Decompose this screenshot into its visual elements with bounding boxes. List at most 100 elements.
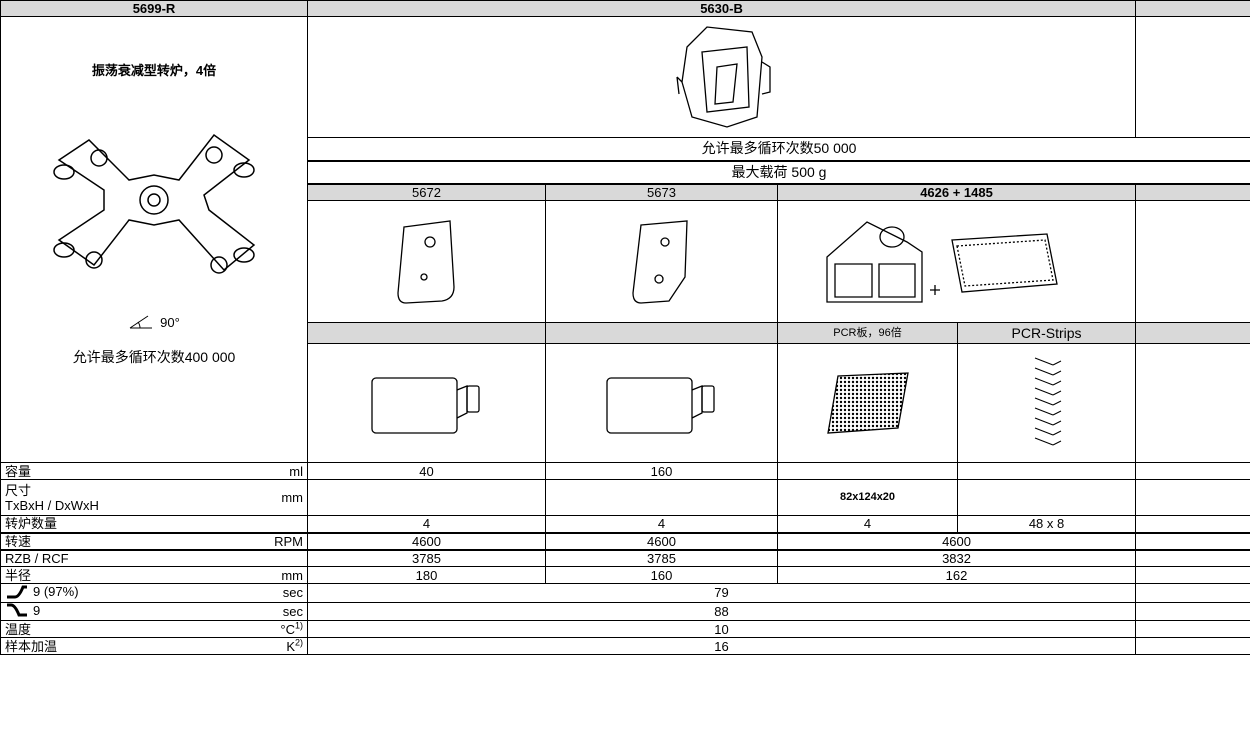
- row-label: 半径: [0, 566, 251, 584]
- adapter-image: [631, 219, 688, 304]
- row-label: 转速: [0, 532, 251, 550]
- label-text: 9 (97%): [33, 584, 79, 599]
- value: 4600: [777, 532, 1137, 550]
- strips-cell: [957, 343, 1137, 463]
- cell: [957, 479, 1137, 516]
- adapter: 5673: [545, 183, 779, 201]
- sub-adapter: PCR板，96倍: [777, 322, 959, 344]
- cell: [1135, 515, 1250, 534]
- cell: [1135, 0, 1250, 17]
- cell: [1135, 322, 1250, 344]
- row-label: 样本加温: [0, 637, 251, 655]
- header-left: 5699-R: [0, 0, 309, 17]
- rotor-image: [53, 133, 256, 274]
- cell: [1135, 583, 1250, 603]
- label-text: 9: [33, 602, 41, 618]
- accel-icon: [7, 585, 27, 598]
- rotor-title: 振荡衰减型转炉，4倍: [91, 63, 217, 78]
- cell: [307, 479, 547, 516]
- row-unit: sec: [250, 583, 309, 603]
- cell: [1135, 637, 1250, 655]
- cell: [1135, 548, 1250, 567]
- spec-table: 5699-R 5630-B 振荡衰减型转炉，4倍 90° 允许最多循环次数400…: [0, 0, 1250, 655]
- value: 10: [307, 620, 1137, 638]
- flask-image: [370, 377, 480, 434]
- adapter: 5672: [307, 183, 547, 201]
- row-label: 9: [0, 601, 251, 621]
- adapter-image-cell: [777, 200, 1137, 323]
- strips-image: [1034, 357, 1061, 446]
- value: 4: [777, 515, 959, 534]
- cell: [1135, 462, 1250, 480]
- row-label: 9 (97%): [0, 583, 251, 603]
- value: 40: [307, 462, 547, 480]
- adapter-image: [396, 219, 455, 304]
- value: 162: [777, 566, 1137, 584]
- cell: [1135, 601, 1250, 621]
- cell: [1135, 532, 1250, 550]
- value: 48 x 8: [957, 515, 1137, 534]
- angle-icon: [129, 315, 153, 329]
- value: 4: [545, 515, 779, 534]
- value: 160: [545, 462, 779, 480]
- cell: [545, 322, 779, 344]
- footnote-ref: 2): [295, 637, 304, 648]
- value: 3785: [307, 548, 547, 567]
- label-line: TxBxH / DxWxH: [5, 497, 99, 513]
- plate-cell: [777, 343, 959, 463]
- value: 16: [307, 637, 1137, 655]
- value: 160: [545, 566, 779, 584]
- value: 4600: [307, 532, 547, 550]
- value: 4600: [545, 532, 779, 550]
- bucket-max-load: 最大载荷 500 g: [307, 160, 1250, 185]
- adapter-image-cell: [545, 200, 779, 323]
- rotor-angle: 90°: [160, 314, 180, 330]
- value: 79: [307, 583, 1137, 603]
- label-line: 尺寸: [5, 482, 32, 498]
- value: 180: [307, 566, 547, 584]
- value: 82x124x20: [777, 479, 959, 516]
- plate-image: [826, 372, 909, 434]
- row-unit: [250, 515, 309, 534]
- adapter-image: [825, 220, 1058, 303]
- rotor-cycles: 允许最多循环次数400 000: [72, 349, 236, 365]
- adapter-image-cell: [307, 200, 547, 323]
- cell: [1135, 16, 1250, 138]
- row-label: 尺寸 TxBxH / DxWxH: [0, 479, 251, 516]
- header-right: 5630-B: [307, 0, 1137, 17]
- flask-cell: [545, 343, 779, 463]
- cell: [1135, 620, 1250, 638]
- row-label: 温度: [0, 620, 251, 638]
- sub-adapter: PCR-Strips: [957, 322, 1137, 344]
- row-unit: mm: [250, 479, 309, 516]
- value: 88: [307, 601, 1137, 621]
- unit-text: K: [286, 638, 295, 654]
- row-unit: [250, 548, 309, 567]
- row-unit: °C1): [250, 620, 309, 638]
- cell: [307, 322, 547, 344]
- cell: [957, 462, 1137, 480]
- bucket-image: [675, 26, 771, 128]
- bucket-image-cell: [307, 16, 1137, 138]
- value: 3832: [777, 548, 1137, 567]
- row-label: 转炉数量: [0, 515, 251, 534]
- footnote-ref: 1): [295, 620, 304, 631]
- value: 4: [307, 515, 547, 534]
- adapter: 4626 + 1485: [777, 183, 1137, 201]
- row-label: 容量: [0, 462, 251, 480]
- cell: [1135, 343, 1250, 463]
- decel-icon: [7, 603, 27, 617]
- flask-image: [605, 377, 715, 434]
- row-unit: sec: [250, 601, 309, 621]
- bucket-cycles: 允许最多循环次数50 000: [307, 137, 1250, 162]
- row-unit: ml: [250, 462, 309, 480]
- flask-cell: [307, 343, 547, 463]
- rotor-panel: 振荡衰减型转炉，4倍 90° 允许最多循环次数400 000: [0, 16, 309, 463]
- cell: [1135, 200, 1250, 323]
- row-unit: RPM: [250, 532, 309, 550]
- cell: [1135, 479, 1250, 516]
- unit-text: °C: [280, 621, 295, 637]
- cell: [1135, 183, 1250, 201]
- cell: [777, 462, 959, 480]
